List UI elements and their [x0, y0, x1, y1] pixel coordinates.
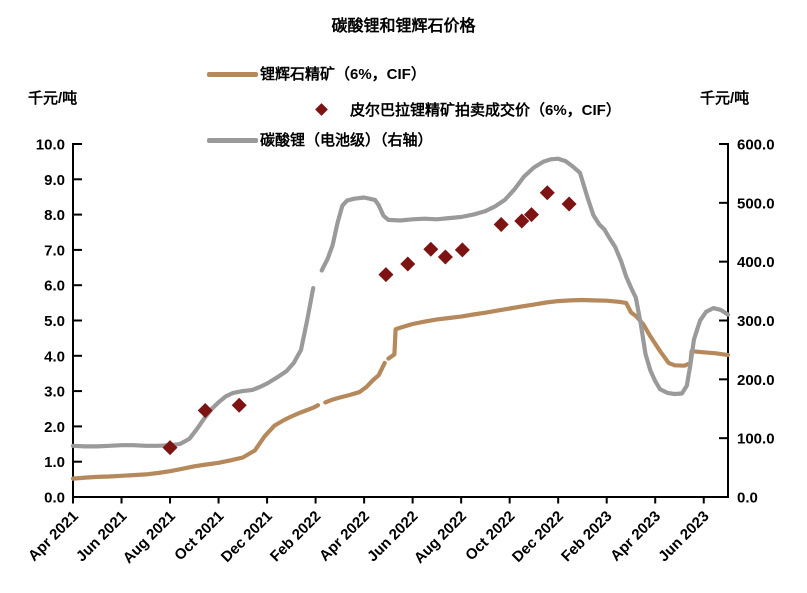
right-axis-tick-label: 200.0 — [737, 372, 775, 389]
pilbara-auction-scatter-point — [423, 241, 439, 257]
left-axis-tick-label: 1.0 — [44, 454, 65, 471]
right-axis-tick-label: 600.0 — [737, 137, 775, 154]
pilbara-auction-scatter-point — [454, 242, 470, 258]
left-axis-tick-label: 7.0 — [44, 242, 65, 259]
left-axis-tick-label: 9.0 — [44, 172, 65, 189]
x-axis-tick-label: Feb 2023 — [558, 508, 615, 565]
left-axis-tick-label: 10.0 — [36, 137, 65, 154]
pilbara-auction-scatter-point — [514, 213, 530, 229]
x-axis-tick-label: Dec 2021 — [218, 508, 276, 566]
spodumene-concentrate-line — [386, 297, 731, 368]
x-axis-tick-label: Feb 2022 — [267, 508, 324, 565]
right-axis-tick-label: 300.0 — [737, 313, 775, 330]
x-axis-tick-label: Dec 2022 — [509, 508, 567, 566]
left-axis-tick-label: 0.0 — [44, 490, 65, 507]
right-axis-tick-label: 100.0 — [737, 431, 775, 448]
chart-title: 碳酸锂和锂辉石价格 — [331, 18, 476, 35]
legend-label-lithium-carbonate: 碳酸锂（电池级）（右轴） — [260, 132, 433, 149]
spodumene-concentrate-line — [323, 360, 387, 405]
right-axis-tick-label: 500.0 — [737, 195, 775, 212]
x-axis-tick-label: Jun 2023 — [655, 508, 712, 565]
pilbara-auction-scatter-point — [493, 216, 509, 232]
x-axis-tick-label: Apr 2023 — [607, 508, 664, 565]
pilbara-auction-scatter-point — [162, 440, 178, 456]
pilbara-auction-scatter-point — [400, 256, 416, 272]
legend-label-pilbara-auction: 皮尔巴拉锂精矿拍卖成交价（6%，CIF） — [350, 102, 621, 119]
left-axis-tick-label: 5.0 — [44, 313, 65, 330]
left-axis-tick-label: 6.0 — [44, 278, 65, 295]
pilbara-auction-scatter-point — [561, 196, 577, 212]
right-axis-unit-label: 千元/吨 — [700, 90, 750, 107]
left-axis-tick-label: 8.0 — [44, 207, 65, 224]
left-axis-tick-label: 3.0 — [44, 384, 65, 401]
legend-label-spodumene: 锂辉石精矿（6%，CIF） — [260, 66, 426, 83]
pilbara-auction-scatter-point — [539, 185, 555, 201]
pilbara-auction-scatter-point — [437, 249, 453, 265]
spodumene-concentrate-line — [70, 403, 321, 481]
right-axis-tick-label: 0.0 — [737, 490, 758, 507]
legend-swatch-carbonate-line — [207, 138, 258, 143]
pilbara-auction-scatter-point — [231, 397, 247, 413]
x-axis-tick-label: Apr 2022 — [316, 508, 373, 565]
pilbara-auction-scatter-point — [197, 403, 213, 419]
x-axis-tick-label: Apr 2021 — [25, 508, 82, 565]
x-axis-tick-label: Aug 2021 — [120, 508, 179, 567]
pilbara-auction-scatter-point — [524, 207, 539, 223]
pilbara-auction-scatter-point — [378, 267, 394, 283]
right-axis-tick-label: 400.0 — [737, 254, 775, 271]
left-axis-unit-label: 千元/吨 — [28, 90, 78, 107]
legend-swatch-spodumene-line — [207, 72, 258, 77]
lithium-carbonate-line — [319, 156, 731, 397]
left-axis-tick-label: 2.0 — [44, 419, 65, 436]
x-axis-tick-label: Aug 2022 — [411, 508, 470, 567]
left-axis-tick-label: 4.0 — [44, 348, 65, 365]
